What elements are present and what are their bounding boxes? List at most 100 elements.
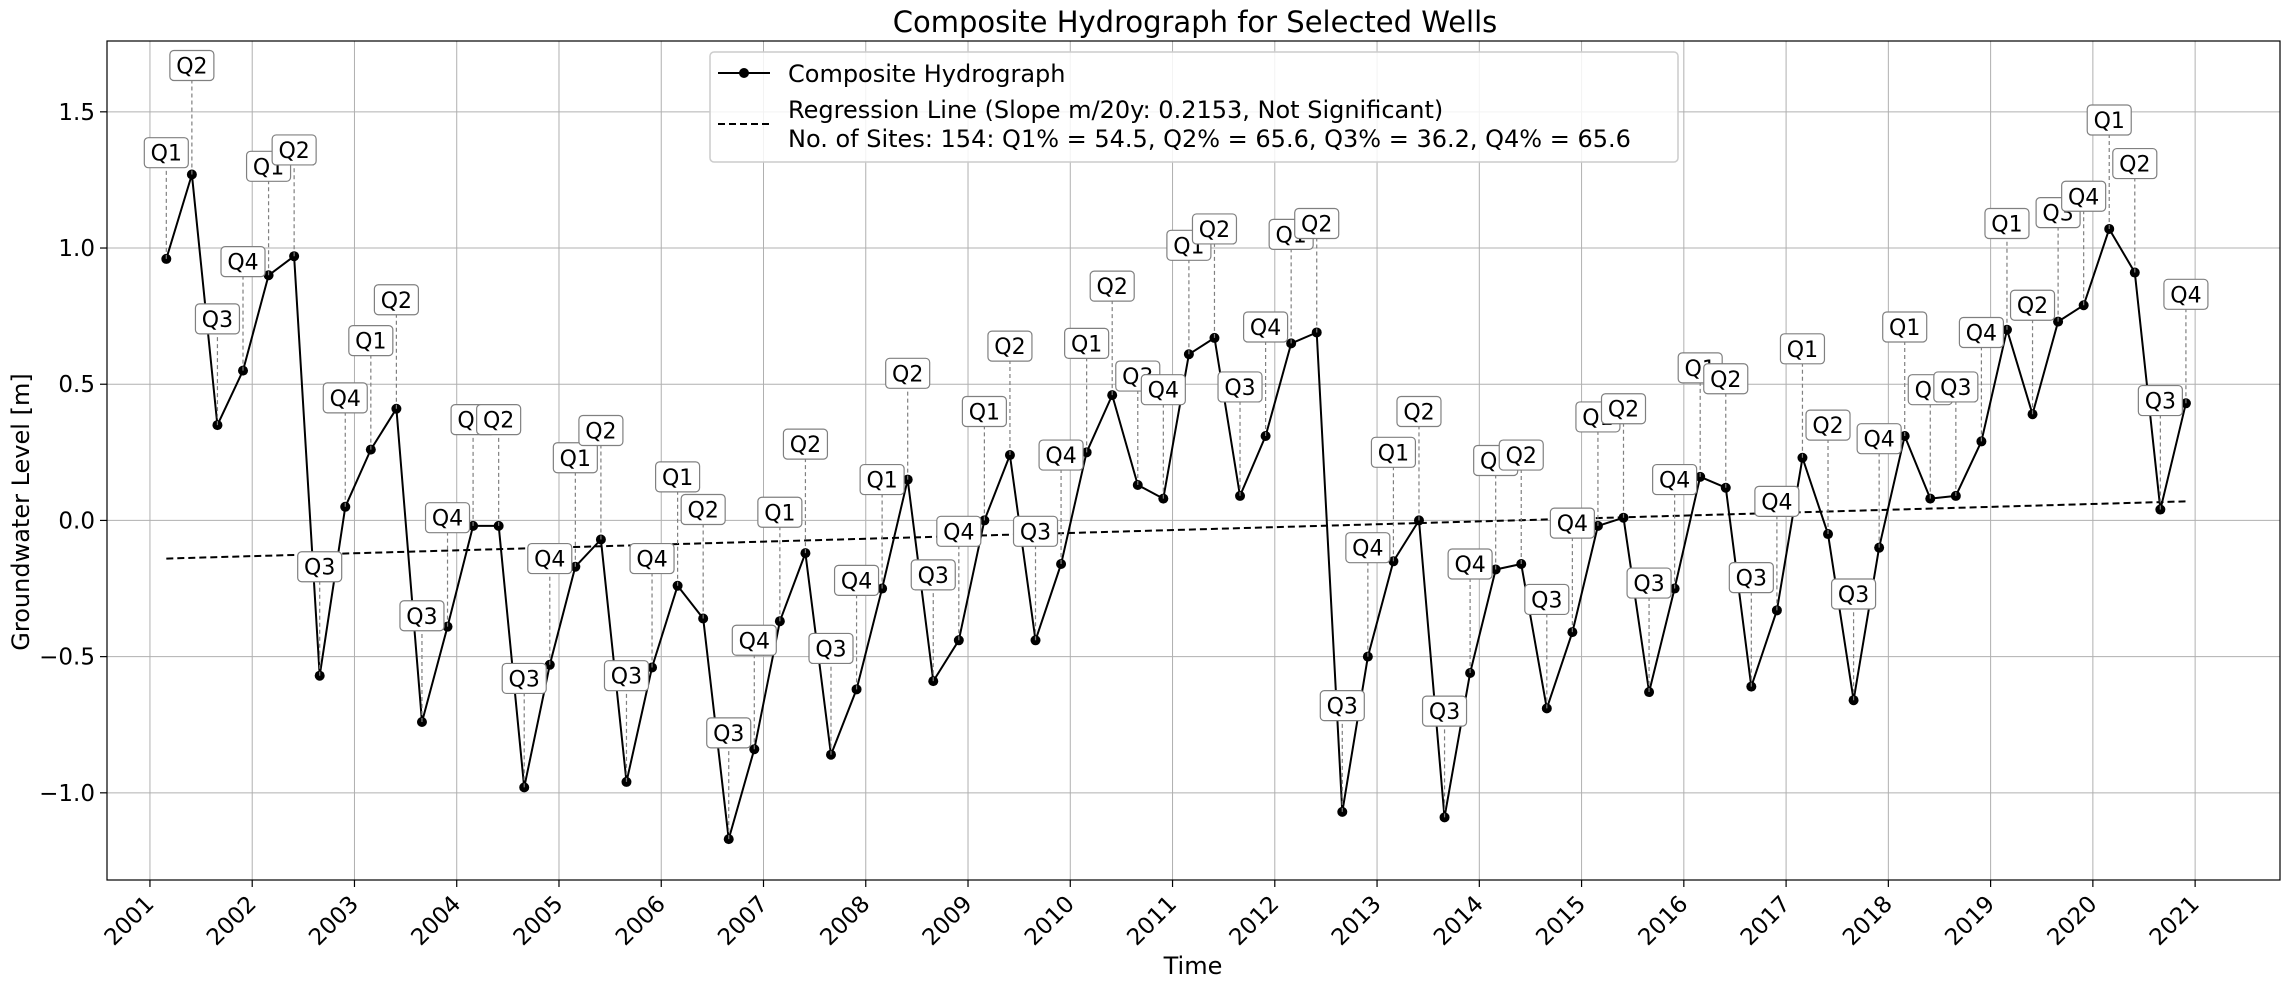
point-label-box	[1830, 578, 1877, 610]
point-label: Q3	[1224, 376, 1255, 401]
point-label-box	[833, 564, 880, 596]
point-label: Q4	[636, 548, 667, 573]
point-label: Q2	[381, 289, 412, 314]
point-label: Q4	[1045, 444, 1076, 469]
point-label: Q1	[151, 142, 182, 167]
legend-box	[709, 51, 1679, 163]
point-label: Q4	[227, 251, 258, 276]
point-label: Q2	[1506, 444, 1537, 469]
y-tick-label: 1.5	[58, 100, 95, 126]
point-label: Q2	[585, 420, 616, 445]
point-label: Q3	[406, 605, 437, 630]
point-label-box	[1012, 515, 1059, 547]
point-label-box	[373, 284, 419, 316]
point-label: Q3	[1531, 588, 1562, 613]
legend-entry-regression: Regression Line (Slope m/20y: 0.2153, No…	[788, 96, 1443, 124]
point-label-box	[1652, 463, 1698, 496]
point-label-box	[910, 559, 956, 591]
point-label-box	[2009, 289, 2056, 321]
point-label: Q3	[1940, 376, 1971, 401]
point-label: Q1	[1378, 441, 1409, 466]
y-tick-label: −1.0	[39, 781, 95, 807]
point-label-box	[757, 496, 803, 528]
plot-frame	[106, 40, 2281, 881]
point-label: Q1	[1889, 316, 1920, 341]
point-label-box	[629, 542, 675, 575]
point-label: Q4	[1761, 490, 1792, 515]
point-label-box	[1882, 311, 1928, 343]
point-label-box	[885, 357, 931, 389]
legend: Composite Hydrograph Regression Line (Sl…	[709, 51, 1679, 163]
point-label: Q2	[994, 335, 1025, 360]
y-axis-label: Groundwater Level [m]	[7, 373, 35, 650]
y-tick-label: 0.5	[58, 372, 95, 398]
point-label-box	[1370, 436, 1417, 468]
point-label: Q2	[2017, 294, 2048, 319]
regression-layer	[166, 500, 2186, 560]
point-label: Q4	[739, 629, 770, 654]
y-tick-label: 0.0	[58, 508, 95, 534]
point-label-box	[987, 330, 1033, 362]
point-label: Q4	[1966, 321, 1997, 346]
y-tick-label: −0.5	[39, 645, 95, 671]
point-label-box	[782, 428, 829, 460]
composite-hydrograph-line	[165, 173, 2187, 841]
point-label: Q2	[1097, 275, 1128, 300]
point-label: Q3	[1736, 567, 1767, 592]
point-label: Q4	[534, 548, 565, 573]
point-label: Q4	[1557, 512, 1588, 537]
point-label: Q4	[2170, 283, 2201, 308]
point-label: Q3	[1633, 572, 1664, 597]
point-label-box	[1703, 363, 1749, 395]
point-label: Q3	[202, 308, 233, 333]
y-tick-label: 1.0	[58, 236, 95, 262]
point-label-box	[1242, 311, 1289, 343]
regression-line	[166, 500, 2186, 560]
point-label-box	[1089, 270, 1135, 302]
point-label-box	[143, 137, 189, 169]
point-label: Q4	[1863, 428, 1894, 453]
point-label: Q2	[1608, 398, 1639, 423]
point-label-box	[1140, 374, 1186, 406]
legend-marker-composite	[739, 68, 749, 78]
point-label-box	[2061, 180, 2107, 212]
point-label: Q2	[1199, 218, 1230, 243]
point-label-box	[808, 632, 854, 665]
point-label-box	[1933, 371, 1979, 403]
point-label-box	[220, 246, 266, 278]
point-label-box	[655, 461, 701, 493]
point-label: Q1	[1071, 332, 1102, 357]
point-label-box	[1549, 507, 1595, 539]
point-label-box	[2112, 147, 2158, 180]
point-label: Q4	[1659, 469, 1690, 494]
point-label-box	[2137, 384, 2183, 417]
point-label: Q4	[1352, 537, 1383, 562]
point-label: Q3	[304, 556, 335, 581]
point-label: Q4	[2068, 185, 2099, 210]
point-label: Q1	[560, 447, 591, 472]
point-label: Q2	[176, 55, 207, 80]
point-label: Q4	[1250, 316, 1281, 341]
point-label: Q3	[1020, 520, 1051, 545]
point-label: Q4	[841, 569, 872, 594]
point-label: Q3	[815, 637, 846, 662]
point-label-box	[169, 49, 215, 82]
point-label: Q4	[330, 387, 361, 412]
point-label-box	[1498, 439, 1544, 471]
point-label: Q3	[918, 564, 949, 589]
point-label: Q2	[2119, 153, 2150, 178]
point-label: Q4	[943, 520, 974, 545]
point-label-box	[271, 134, 317, 166]
chart-title: Composite Hydrograph for Selected Wells	[893, 5, 1498, 39]
point-label: Q1	[355, 330, 386, 355]
point-label-box	[424, 502, 471, 534]
point-label: Q2	[892, 362, 923, 387]
point-label-box	[348, 325, 394, 357]
point-label: Q2	[278, 139, 309, 164]
point-label-box	[322, 382, 368, 414]
point-label: Q3	[713, 722, 744, 747]
point-label-box	[476, 404, 522, 436]
point-label-box	[501, 662, 547, 695]
point-label: Q1	[1991, 213, 2022, 238]
